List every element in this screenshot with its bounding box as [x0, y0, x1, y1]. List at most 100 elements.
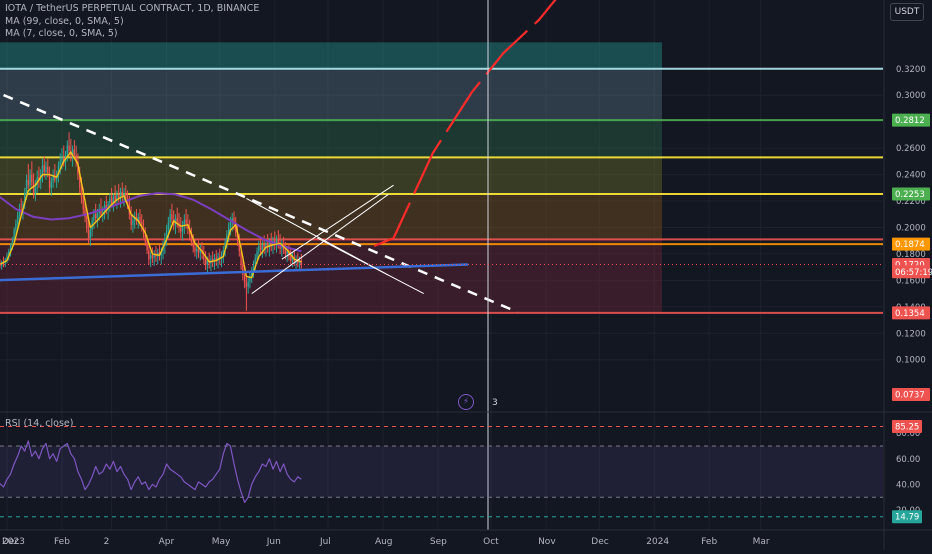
x-tick-label: 2023 [2, 537, 25, 547]
symbol-title[interactable]: IOTA / TetherUS PERPETUAL CONTRACT, 1D, … [5, 3, 260, 14]
rsi-level-label-3: 14.79 [892, 510, 922, 524]
x-tick-label: Aug [375, 537, 393, 547]
candle-body [249, 276, 251, 282]
candle [135, 208, 138, 225]
rsi-tick-label: 40.00 [896, 480, 920, 490]
candle [197, 240, 200, 258]
candle [252, 260, 255, 278]
candle-body [31, 174, 33, 183]
candle-body [254, 257, 256, 265]
candle [259, 236, 262, 256]
candle-body [286, 251, 288, 254]
candle [157, 248, 159, 265]
candle [169, 208, 171, 231]
lightning-icon[interactable]: ⚡ [458, 394, 474, 410]
candle-body [148, 249, 150, 260]
candle-body [18, 208, 21, 216]
candle [0, 260, 3, 270]
ma99-line [0, 192, 302, 253]
candle-body [25, 179, 28, 194]
candle-body [139, 216, 141, 223]
candle [18, 203, 21, 223]
candle [63, 145, 65, 167]
candle [27, 164, 29, 190]
price-label-text: 0.2812 [895, 116, 925, 126]
candle-body [132, 220, 134, 225]
candle [251, 267, 253, 284]
currency-button[interactable]: USDT [890, 3, 924, 21]
candle-body [9, 246, 12, 252]
candle-body [196, 248, 198, 252]
price-tick-label: 0.2200 [896, 197, 926, 207]
candle-body [245, 283, 248, 287]
candle-body [86, 216, 88, 229]
candle-body [137, 216, 139, 221]
candle-body [68, 145, 70, 151]
candle-body [79, 174, 81, 188]
price-label-text: 0.0737 [895, 391, 925, 401]
candle-body [16, 215, 19, 224]
price-tick-label: 0.2600 [896, 144, 926, 154]
candle [121, 182, 123, 202]
candle [48, 166, 51, 194]
ma7-legend[interactable]: MA (7, close, 0, SMA, 5) [5, 28, 118, 39]
trendline-wedge-lower [251, 194, 389, 295]
candle [87, 219, 90, 244]
candle [9, 243, 12, 257]
price-tick-label: 0.1600 [896, 276, 926, 286]
candle-body [94, 214, 97, 219]
candle [130, 206, 132, 231]
candle [59, 153, 61, 175]
candle-body [61, 157, 63, 162]
candle [132, 214, 134, 233]
candle-body [114, 195, 116, 202]
candle [174, 214, 177, 235]
candle-body [251, 271, 253, 277]
candle-body [188, 228, 191, 236]
candle [151, 247, 154, 264]
candle-body [192, 242, 194, 248]
price-label-box [892, 237, 930, 251]
x-tick-label: Oct [483, 537, 499, 547]
candle [55, 170, 58, 188]
candle-body [242, 264, 244, 276]
candle [274, 231, 276, 250]
candle-body [32, 182, 35, 194]
candle-body [261, 244, 264, 250]
candle-body [185, 219, 187, 224]
candle-body [141, 222, 143, 228]
candle-body [259, 246, 262, 250]
ma99-legend[interactable]: MA (99, close, 0, SMA, 5) [5, 15, 124, 27]
candle [50, 177, 53, 196]
candle [75, 145, 77, 167]
rsi-level-label-0: 85.25 [892, 419, 922, 433]
candle-body [36, 177, 38, 186]
candle-body [180, 227, 182, 232]
candle-body [181, 226, 184, 232]
candle-body [29, 174, 31, 186]
candle [45, 161, 47, 180]
candle-body [82, 198, 84, 209]
price-label-text: 06:57:19 [895, 268, 932, 278]
candle-body [84, 208, 86, 217]
candle-body [15, 223, 17, 231]
candle-body [93, 214, 95, 221]
price-label-text: 0.1874 [895, 240, 925, 250]
candle-body [66, 145, 68, 155]
zone-band-1 [0, 68, 662, 121]
candle-body [125, 193, 127, 199]
price-tick-label: 0.2400 [896, 171, 926, 181]
rsi-band [0, 446, 883, 498]
candle-body [100, 208, 102, 215]
candle-body [110, 198, 113, 204]
candle-body [52, 174, 54, 182]
candle-body [183, 219, 186, 227]
candle-body [118, 194, 120, 199]
candle [6, 252, 8, 264]
rsi-legend[interactable]: RSI (14, close) [5, 418, 74, 429]
candle-body [235, 224, 237, 233]
candle-body [213, 257, 216, 262]
candle-body [27, 179, 29, 186]
